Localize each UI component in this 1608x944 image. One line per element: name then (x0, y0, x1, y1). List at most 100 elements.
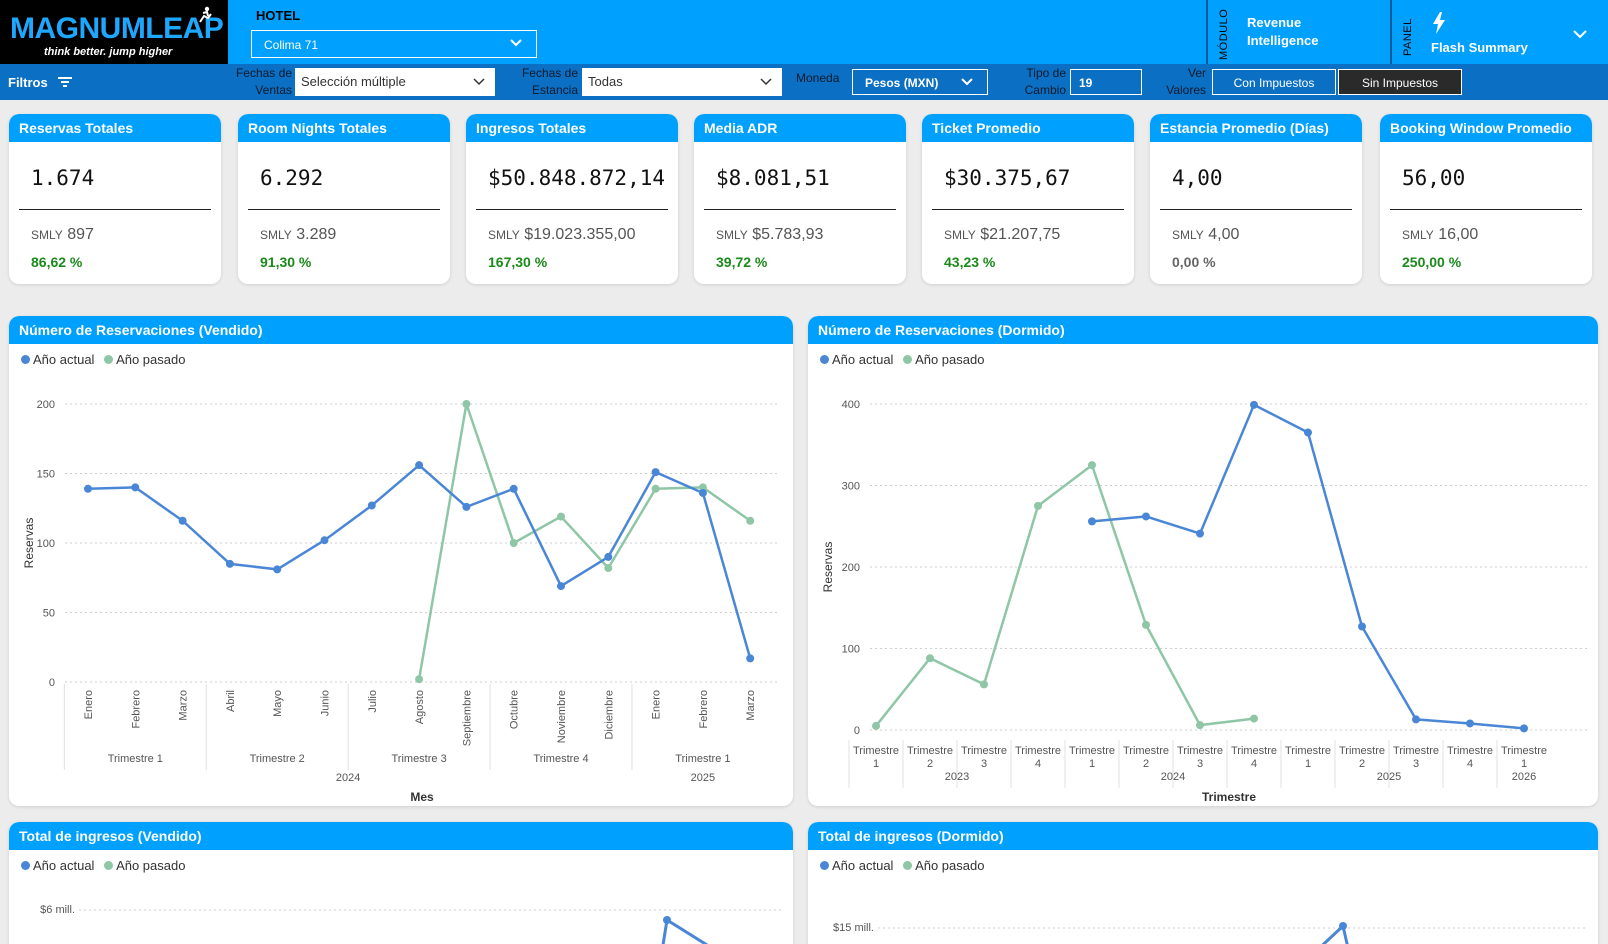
data-point[interactable] (415, 461, 424, 470)
data-point[interactable] (604, 564, 613, 573)
chevron-down-icon[interactable] (1573, 28, 1587, 40)
chart-legend: Año actual Año pasado (820, 858, 990, 873)
kpi-smly: SMLY $21.207,75 (944, 226, 1060, 244)
x-group-label: Trimestre 3 (391, 753, 446, 765)
legend-item-current[interactable]: Año actual (820, 858, 893, 873)
brand-logo[interactable]: MAGNUMLEAP think better. jump higher (0, 0, 228, 64)
data-point[interactable] (462, 400, 471, 408)
hotel-select[interactable]: Colima 71 (251, 30, 537, 58)
data-point[interactable] (1142, 620, 1150, 629)
chart-plot[interactable]: $15 mill. (808, 850, 1598, 944)
data-point[interactable] (1088, 517, 1096, 526)
data-point[interactable] (746, 516, 755, 525)
kpi-card[interactable]: Room Nights Totales 6.292 SMLY 3.289 91,30 … (238, 114, 450, 284)
kpi-divider (476, 209, 668, 210)
x-tick-label: Septiembre (461, 690, 473, 746)
data-point[interactable] (1196, 529, 1204, 538)
legend-item-previous[interactable]: Año pasado (903, 352, 984, 367)
sales-dates-select[interactable]: Selección múltiple (295, 68, 495, 96)
kpi-change-pct: 0,00 % (1172, 254, 1216, 270)
chart-legend: Año actual Año pasado (820, 352, 990, 367)
currency-select[interactable]: Pesos (MXN) (852, 69, 988, 95)
data-point[interactable] (1304, 428, 1312, 437)
data-point[interactable] (872, 721, 880, 730)
x-tick-label: Enero (651, 690, 663, 719)
x-tick-label: Agosto (414, 690, 426, 724)
kpi-smly: SMLY 16,00 (1402, 226, 1478, 244)
data-point[interactable] (1412, 715, 1420, 724)
data-point[interactable] (273, 565, 282, 574)
kpi-card[interactable]: Booking Window Promedio 56,00 SMLY 16,00 25… (1380, 114, 1592, 284)
chart-plot[interactable]: $6 mill. (9, 850, 793, 944)
data-point[interactable] (84, 484, 92, 493)
module-value[interactable]: Revenue Intelligence (1247, 15, 1319, 48)
filter-icon[interactable] (58, 76, 72, 88)
chart-plot[interactable]: 0 50 100 150 200 Reservas Mes Enero Febrero Marzo… (9, 344, 793, 806)
panel-value[interactable]: Flash Summary (1431, 40, 1528, 55)
legend-item-current[interactable]: Año actual (21, 352, 94, 367)
y-tick-label: 0 (49, 677, 55, 689)
data-point[interactable] (415, 675, 424, 684)
legend-item-current[interactable]: Año actual (21, 858, 94, 873)
chart-card-reservations-sold: Número de Reservaciones (Vendido) Año ac… (9, 316, 793, 806)
data-point[interactable] (462, 502, 471, 511)
data-point[interactable] (663, 916, 671, 924)
x-tick-label: Junio (320, 690, 332, 716)
x-tick-label: Trimestre 4 (1015, 745, 1061, 770)
stay-dates-select[interactable]: Todas (582, 68, 782, 96)
legend-item-previous[interactable]: Año pasado (903, 858, 984, 873)
kpi-card[interactable]: Ticket Promedio $30.375,67 SMLY $21.207,75… (922, 114, 1134, 284)
data-point[interactable] (604, 552, 613, 561)
kpi-card[interactable]: Reservas Totales 1.674 SMLY 897 86,62 % (9, 114, 221, 284)
data-point[interactable] (509, 539, 518, 547)
legend-item-current[interactable]: Año actual (820, 352, 893, 367)
x-tick-label: Trimestre 3 (1393, 745, 1439, 770)
data-point[interactable] (698, 483, 707, 492)
chevron-down-icon (760, 78, 772, 86)
legend-item-previous[interactable]: Año pasado (104, 858, 185, 873)
chart-plot[interactable]: 0 100 200 300 400 Reservas Trimestre Trimestre 1… (808, 344, 1598, 806)
data-point[interactable] (557, 582, 565, 591)
data-point[interactable] (1250, 400, 1258, 409)
chart-card-revenue-sold: Total de ingresos (Vendido) Año actual A… (9, 822, 793, 944)
data-point[interactable] (651, 468, 660, 477)
data-point[interactable] (1520, 724, 1528, 733)
data-point[interactable] (557, 512, 565, 521)
x-tick-label: Trimestre 3 (961, 745, 1007, 770)
kpi-card[interactable]: Media ADR $8.081,51 SMLY $5.783,93 39,72 % (694, 114, 906, 284)
y-tick-label: $6 mill. (40, 904, 75, 916)
data-point[interactable] (1142, 512, 1150, 521)
data-point[interactable] (1250, 714, 1258, 723)
without-tax-button[interactable]: Sin Impuestos (1338, 69, 1462, 95)
chart-card-reservations-slept: Número de Reservaciones (Dormido) Año ac… (808, 316, 1598, 806)
data-point[interactable] (1358, 622, 1366, 631)
kpi-smly-value: 4,00 (1208, 226, 1240, 243)
data-point[interactable] (320, 536, 329, 545)
kpi-title: Ingresos Totales (466, 114, 678, 142)
exchange-input[interactable]: 19 (1070, 69, 1142, 95)
data-point[interactable] (1466, 719, 1474, 728)
data-point[interactable] (1088, 461, 1096, 470)
data-point[interactable] (698, 488, 707, 497)
data-point[interactable] (651, 484, 660, 493)
data-point[interactable] (1196, 721, 1204, 730)
data-point[interactable] (509, 484, 518, 493)
kpi-divider (1160, 209, 1352, 210)
data-point[interactable] (746, 654, 755, 663)
x-tick-label: Mayo (272, 690, 284, 717)
data-point[interactable] (1339, 922, 1347, 930)
kpi-card[interactable]: Estancia Promedio (Días) 4,00 SMLY 4,00 0,0… (1150, 114, 1362, 284)
kpi-card[interactable]: Ingresos Totales $50.848.872,14 SMLY $19.0… (466, 114, 678, 284)
data-point[interactable] (1034, 501, 1042, 510)
x-axis-title: Mes (410, 790, 434, 804)
data-point[interactable] (178, 516, 187, 525)
filters-title[interactable]: Filtros (8, 75, 48, 90)
data-point[interactable] (225, 559, 234, 568)
with-tax-button[interactable]: Con Impuestos (1212, 69, 1336, 95)
legend-item-previous[interactable]: Año pasado (104, 352, 185, 367)
data-point[interactable] (367, 501, 376, 510)
data-point[interactable] (131, 483, 140, 492)
data-point[interactable] (926, 654, 934, 663)
legend-dot (104, 355, 114, 364)
data-point[interactable] (980, 680, 988, 689)
